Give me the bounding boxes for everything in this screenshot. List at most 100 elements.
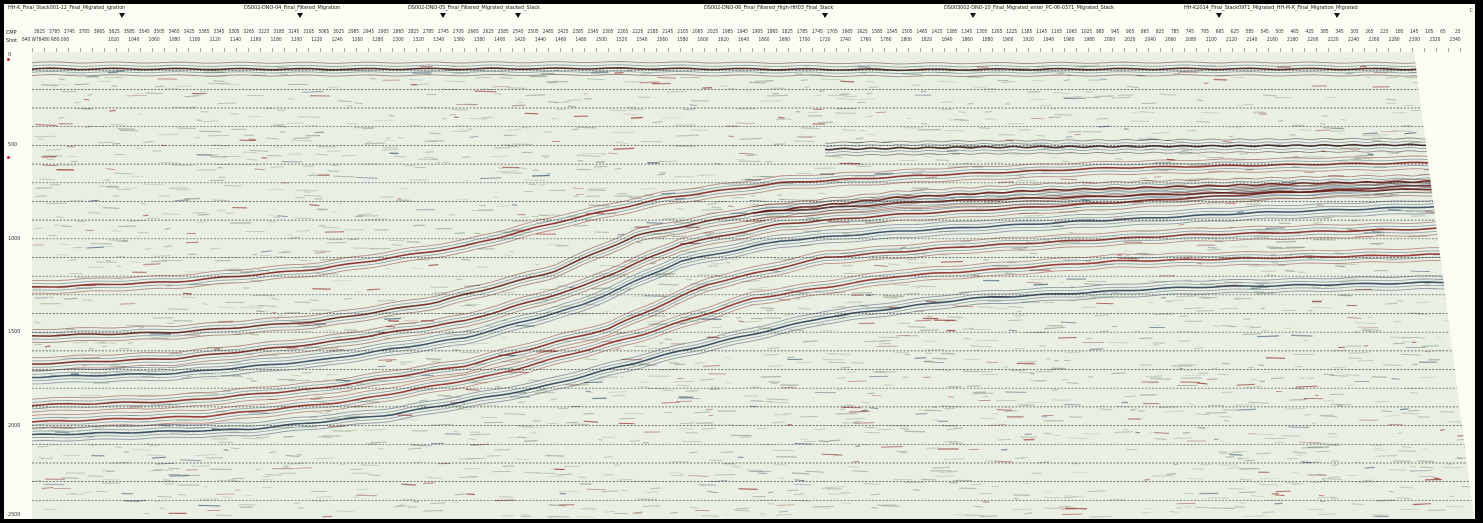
line-title[interactable]: DS002-DNO-04_Final_Filtered_Migration	[244, 5, 341, 11]
shot-label: Shot	[6, 38, 18, 44]
corner-indicator: C	[1469, 8, 1474, 14]
shot-tick-label: 2120	[1226, 38, 1238, 43]
shot-tick-label: 1200	[290, 38, 302, 43]
cmp-tick-label: 1985	[722, 30, 734, 35]
shot-tick-label: 2080	[1185, 38, 1197, 43]
cmp-tick-label: 905	[1125, 30, 1135, 35]
line-tie-marker-icon[interactable]	[440, 13, 446, 18]
cmp-tick-label: 625	[1230, 30, 1239, 35]
time-axis-label: 2000	[8, 422, 21, 429]
cmp-tick-label: 2105	[677, 30, 689, 35]
cmp-tick-label: 2745	[437, 30, 449, 35]
cmp-tick-label: 1145	[1036, 30, 1048, 35]
cmp-tick-label: 3585	[123, 30, 135, 35]
cmp-tick-label: 705	[1200, 30, 1209, 35]
cmp-tick-label: 1665	[841, 30, 853, 35]
cmp-tick-label: 1865	[766, 30, 778, 35]
shot-tick-label: 1120	[209, 38, 221, 43]
shot-tick-label: 1100	[189, 38, 201, 43]
side-marker-icon	[7, 58, 10, 61]
line-tie-marker-icon[interactable]	[515, 13, 521, 18]
cmp-tick-label: 105	[1425, 30, 1434, 35]
shot-tick-label: 1780	[880, 38, 892, 43]
shot-tick-label: 1020	[108, 38, 119, 43]
shot-tick-label: 1760	[860, 38, 872, 43]
cmp-tick-label: 2585	[497, 30, 509, 35]
cmp-tick-label: 865	[1140, 30, 1150, 35]
cmp-tick-label: 2385	[572, 30, 584, 35]
time-axis-label: 2500	[8, 512, 21, 518]
cmp-tick-label: 65	[1440, 30, 1446, 35]
cmp-tick-label: 225	[1380, 30, 1389, 35]
reflector-horizon	[32, 61, 1474, 78]
line-title[interactable]: DS002-DNO-06_Final_Filtered_High-HH03_Fi…	[704, 5, 834, 11]
line-title[interactable]: DS002-DNO-05_Final_Filtered_Migrated_sta…	[408, 5, 540, 11]
cmp-tick-label: 1825	[781, 30, 793, 35]
cmp-tick-label: 3425	[183, 30, 195, 35]
cmp-tick-label: 2265	[617, 30, 629, 35]
cmp-tick-label: 1505	[901, 30, 913, 35]
line-tie-marker-icon[interactable]	[1216, 13, 1222, 18]
cmp-tick-label: 745	[1185, 30, 1195, 35]
shot-tick-label: 1060	[148, 38, 160, 43]
shot-tick-label: 1660	[758, 38, 770, 43]
shot-tick-label: 1400	[494, 38, 506, 43]
line-title[interactable]: DS003002-DNO-10_Final_Migrated_enter_PC-…	[944, 5, 1114, 11]
cmp-tick-label: 1345	[961, 30, 973, 35]
shot-tick-label: 1560	[656, 38, 668, 43]
cmp-tick-label: 185	[1395, 30, 1404, 35]
shot-tick-label: 2280	[1388, 38, 1400, 43]
line-tie-marker-icon[interactable]	[822, 13, 828, 18]
time-axis-label: 1000	[8, 235, 21, 242]
cmp-tick-label: 1385	[946, 30, 958, 35]
cmp-tick-label: 3705	[78, 30, 90, 35]
cmp-tick-label: 1945	[737, 30, 749, 35]
shot-tick-label: 2200	[1307, 38, 1319, 43]
line-tie-marker-icon[interactable]	[119, 13, 125, 18]
line-tie-marker-icon[interactable]	[1334, 13, 1340, 18]
seismic-section-panel[interactable]	[32, 52, 1474, 519]
cmp-tick-label: 2905	[378, 30, 390, 35]
cmp-tick-label: 1545	[886, 30, 898, 35]
shot-tick-label: 2240	[1348, 38, 1359, 43]
line-title[interactable]: HH-K2014_Final_Stack09T1_Migrated_HH-M-K…	[1184, 5, 1358, 11]
cmp-tick-label: 2825	[407, 30, 419, 35]
cmp-tick-label: 2985	[348, 30, 360, 35]
line-tie-marker-icon[interactable]	[297, 13, 303, 18]
shot-tick-label: 2300	[1409, 38, 1420, 43]
line-tie-marker-icon[interactable]	[970, 13, 976, 18]
cmp-tick-label: 3025	[333, 30, 345, 35]
shot-tick-label: 1260	[351, 38, 363, 43]
reflector-horizon	[32, 175, 1474, 371]
shot-tick-label: 1880	[982, 38, 994, 43]
seismic-section-canvas[interactable]	[32, 52, 1474, 519]
shot-tick-label: 1700	[799, 38, 811, 43]
shot-prefix: 840 W78480 R80,000	[22, 38, 70, 43]
cmp-tick-label: 2185	[647, 30, 659, 35]
cmp-tick-label: 825	[1155, 30, 1165, 35]
shot-tick-label: 2340	[1449, 38, 1461, 43]
shot-tick-label: 2060	[1165, 38, 1177, 43]
cmp-tick-label: 3185	[273, 30, 285, 35]
shot-tick-label: 1740	[839, 38, 851, 43]
shot-tick-label: 1180	[270, 38, 282, 43]
shot-tick-label: 1940	[1043, 38, 1055, 43]
shot-tick-label: 2180	[1287, 38, 1299, 43]
cmp-tick-label: 1785	[796, 30, 808, 35]
cmp-tick-label: 2785	[422, 30, 434, 35]
shot-tick-label: 1900	[1002, 38, 1014, 43]
cmp-tick-label: 665	[1215, 30, 1224, 35]
shot-tick-label: 1580	[677, 38, 689, 43]
shot-tick-label: 1220	[311, 38, 323, 43]
reflector-horizon	[32, 274, 1474, 442]
cmp-tick-label: 1065	[1066, 30, 1078, 35]
cmp-tick-label: 145	[1410, 30, 1419, 35]
cmp-tick-label: 3505	[153, 30, 165, 35]
cmp-tick-label: 2465	[542, 30, 554, 35]
shot-tick-label: 1860	[961, 38, 973, 43]
line-title[interactable]: HH-K_Final_Stack001-12_Final_Migrated_ig…	[8, 5, 126, 11]
reflector-horizon	[752, 173, 1474, 221]
cmp-tick-label: 1585	[871, 30, 883, 35]
shot-tick-label: 1480	[575, 38, 587, 43]
